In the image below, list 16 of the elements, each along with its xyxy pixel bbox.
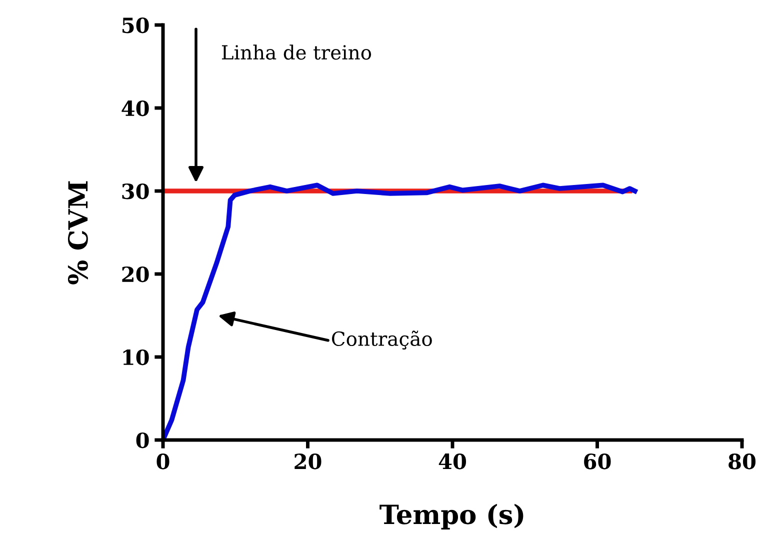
y-tick-label: 10: [123, 349, 149, 366]
annotation: Contração: [332, 330, 432, 350]
y-tick-label: 0: [136, 432, 149, 448]
x-tick-label: 60: [584, 454, 611, 470]
y-tick-label: 50: [122, 17, 149, 34]
line-series: [163, 182, 638, 440]
x-axis-title: Tempo (s): [380, 504, 524, 530]
x-tick-label: 40: [438, 454, 466, 470]
y-tick-label: 30: [122, 183, 149, 200]
annotation: Linha de treino: [222, 44, 372, 60]
x-tick-label: 20: [294, 454, 322, 470]
x-tick-label: 80: [728, 454, 756, 470]
x-tick-label: 0: [156, 454, 170, 470]
y-tick-label: 20: [122, 266, 149, 282]
y-axis-title: % CVM: [68, 181, 88, 284]
y-tick-label: 40: [122, 100, 149, 116]
